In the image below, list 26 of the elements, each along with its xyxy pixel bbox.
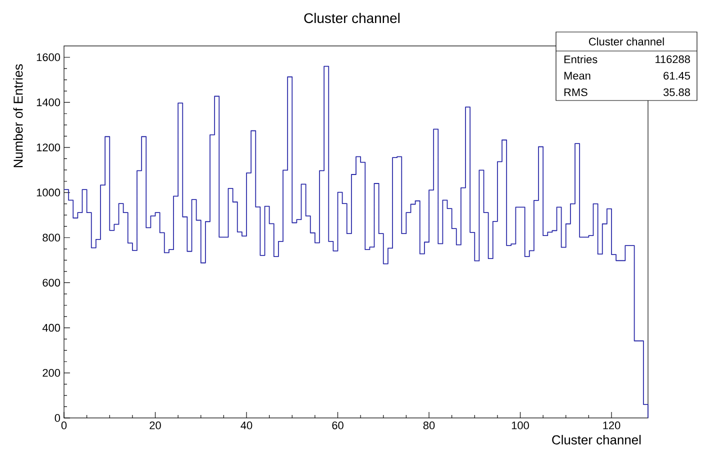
y-tick-label: 800	[42, 234, 60, 242]
y-tick-label: 400	[42, 324, 60, 332]
y-tick-label: 1000	[36, 188, 60, 196]
x-tick-label: 20	[150, 422, 161, 430]
x-tick-label: 120	[603, 422, 620, 430]
y-tick-label: 200	[42, 369, 60, 377]
x-tick-label: 40	[240, 422, 252, 430]
y-tick-label: 1200	[36, 144, 60, 152]
x-tick-label: 60	[332, 422, 344, 430]
chart-title: Cluster channel	[304, 12, 400, 24]
x-tick-label: 100	[512, 422, 529, 430]
y-tick-label: 0	[54, 414, 60, 422]
annotation: RMS	[564, 88, 588, 96]
y-tick-label: 1600	[36, 53, 60, 62]
text: 116288	[656, 55, 690, 64]
text: 35.88	[663, 88, 690, 96]
x-axis-title: Cluster channel	[552, 434, 641, 444]
annotation: Entries	[564, 55, 598, 64]
y-tick-label: 1400	[36, 98, 60, 106]
y-axis-title: Number of Entries	[13, 64, 23, 168]
text: 61.45	[664, 72, 690, 80]
y-tick-label: 600	[42, 278, 60, 287]
x-tick-label: 80	[423, 422, 435, 430]
x-tick-label: 0	[61, 422, 67, 430]
text: Cluster channel	[588, 37, 664, 46]
annotation: Mean	[564, 72, 590, 80]
